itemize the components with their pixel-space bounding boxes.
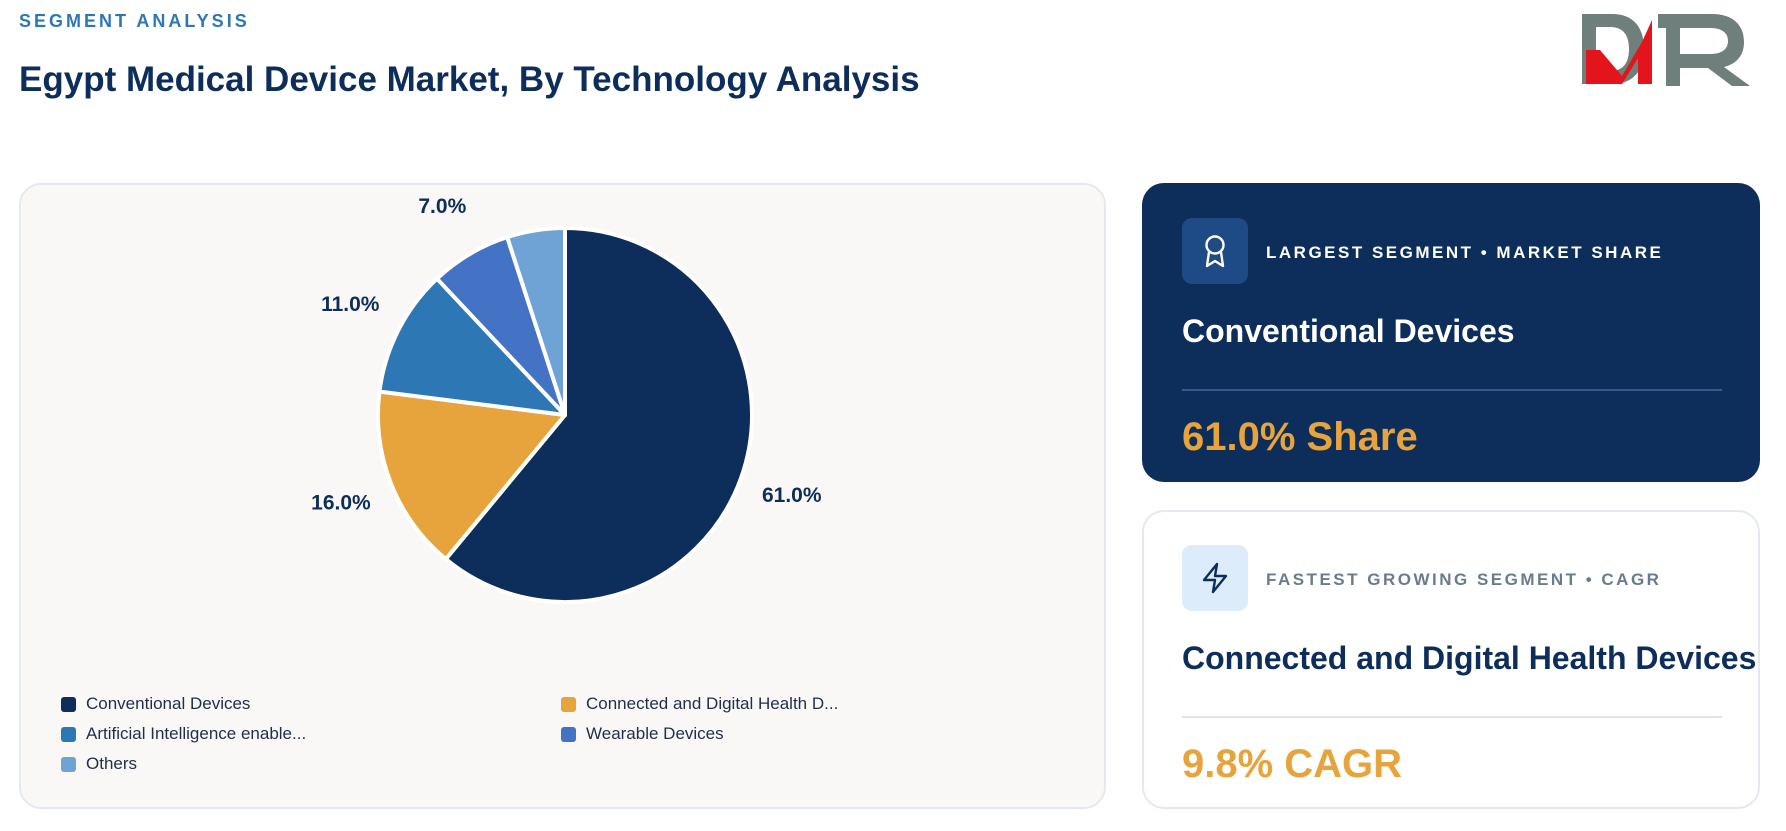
kpi-segment-name: Connected and Digital Health Devices [1182,640,1757,676]
legend-label: Connected and Digital Health D... [586,694,839,713]
pie-label-connected: 16.0% [311,491,371,514]
pie-slice-conventional[interactable] [443,226,754,604]
kpi-tag: FASTEST GROWING SEGMENT • CAGR [1266,570,1662,589]
pie-slice-connected[interactable] [376,389,567,562]
award-icon [1182,218,1248,284]
legend-swatch [61,726,76,742]
legend-item-connected[interactable]: Connected and Digital Health D... [561,694,1061,713]
pie-slice-ai[interactable] [377,276,567,417]
legend-item-ai[interactable]: Artificial Intelligence enable... [61,724,561,743]
pie-slice-others[interactable] [505,226,567,417]
largest-segment-card: LARGEST SEGMENT • MARKET SHARE Conventio… [1142,183,1760,482]
legend-swatch [61,696,76,712]
section-eyebrow: SEGMENT ANALYSIS [19,11,250,31]
legend-label: Artificial Intelligence enable... [86,724,307,743]
lightning-icon [1182,545,1248,611]
pie-label-ai: 11.0% [321,293,380,316]
legend-item-others[interactable]: Others [61,754,561,773]
kpi-segment-name: Conventional Devices [1182,313,1515,349]
page-title: Egypt Medical Device Market, By Technolo… [19,60,920,99]
legend-label: Others [86,754,138,773]
pie-chart: 61.0% 16.0% 11.0% 7.0% 5.0% [311,185,822,604]
legend-label: Conventional Devices [86,694,251,713]
kpi-value: 61.0% Share [1182,415,1418,459]
chart-card: 61.0% 16.0% 11.0% 7.0% 5.0% Conventional Dev… [19,183,1106,809]
legend-label: Wearable Devices [586,724,724,743]
legend-item-conventional[interactable]: Conventional Devices [61,694,561,713]
fastest-growing-card: FASTEST GROWING SEGMENT • CAGR Connected… [1142,510,1760,809]
legend-swatch [561,696,576,712]
dmr-logo [1582,12,1762,88]
legend-swatch [561,726,576,742]
divider [1182,716,1722,718]
chart-legend: Conventional Devices Connected and Digit… [61,694,1061,773]
legend-swatch [61,756,76,772]
pie-label-wearable: 7.0% [418,195,466,218]
kpi-value: 9.8% CAGR [1182,742,1403,786]
pie-label-conventional: 61.0% [762,484,822,507]
legend-item-wearable[interactable]: Wearable Devices [561,724,1061,743]
kpi-tag: LARGEST SEGMENT • MARKET SHARE [1266,243,1664,262]
divider [1182,389,1722,391]
pie-label-others: 5.0% [503,185,551,188]
